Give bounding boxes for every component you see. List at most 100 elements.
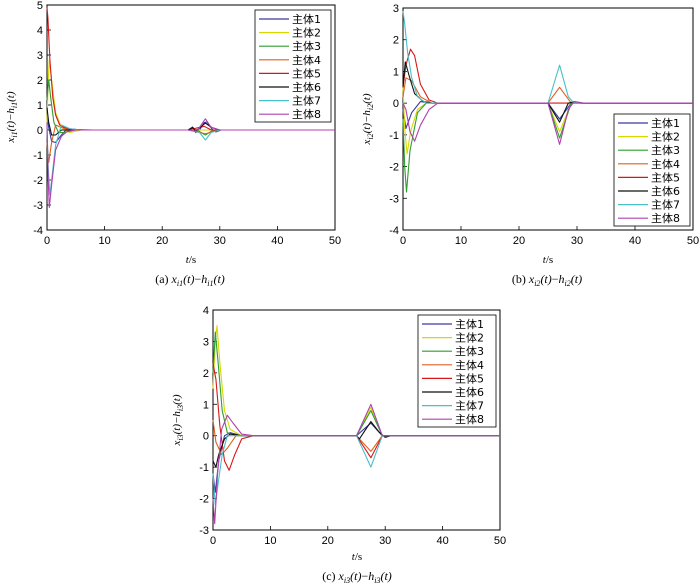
y-tick-label: 3 xyxy=(37,50,43,62)
y-tick-label: 1 xyxy=(393,66,399,78)
y-tick-label: 3 xyxy=(203,336,209,348)
y-tick-label: -4 xyxy=(33,225,43,237)
y-tick-label: -3 xyxy=(199,525,209,537)
x-tick-label: 10 xyxy=(98,235,110,247)
y-tick-label: 0 xyxy=(393,98,399,110)
y-tick-label: -3 xyxy=(33,200,43,212)
legend-label: 主体7 xyxy=(651,198,680,212)
series-line xyxy=(402,77,693,104)
y-tick-label: -1 xyxy=(33,150,43,162)
legend-label: 主体1 xyxy=(292,12,321,26)
panel-c-lines xyxy=(212,325,500,525)
x-tick-label: 10 xyxy=(264,535,276,547)
panel-c-xlabel: t/s xyxy=(352,551,362,563)
panel-a-lines xyxy=(46,7,335,209)
legend-label: 主体3 xyxy=(651,143,680,157)
x-tick-label: 50 xyxy=(329,235,341,247)
x-tick-label: 20 xyxy=(513,235,525,247)
series-line xyxy=(402,61,693,123)
panel-a-caption: (a) xi1(t)−hi1(t) xyxy=(155,272,225,288)
legend-label: 主体3 xyxy=(455,344,484,358)
y-tick-label: 2 xyxy=(393,35,399,47)
panel-b-ylabel: xi2(t)−hi2(t) xyxy=(361,93,375,145)
legend-label: 主体4 xyxy=(292,53,321,67)
panel-b: 0 10 20 30 40 50 -4 -3 -2 -1 0 1 2 3 主体1主体2主体3主体4主体5主… xyxy=(361,3,699,288)
x-tick-label: 0 xyxy=(400,235,406,247)
y-tick-label: 0 xyxy=(37,125,43,137)
y-tick-label: -3 xyxy=(389,193,399,205)
x-tick-label: 0 xyxy=(44,235,50,247)
x-tick-label: 40 xyxy=(271,235,283,247)
y-tick-label: -2 xyxy=(33,175,43,187)
series-line xyxy=(212,363,500,471)
x-tick-label: 30 xyxy=(571,235,583,247)
legend-label: 主体7 xyxy=(455,399,484,413)
legend-label: 主体6 xyxy=(651,184,680,198)
series-line xyxy=(402,48,693,104)
y-tick-label: 3 xyxy=(393,3,399,15)
series-line xyxy=(212,435,500,506)
y-tick-label: 2 xyxy=(37,75,43,87)
series-line xyxy=(46,118,335,209)
legend-label: 主体2 xyxy=(651,130,680,144)
series-line xyxy=(46,124,335,196)
legend-label: 主体4 xyxy=(455,358,484,372)
panel-c-legend-box xyxy=(417,314,497,428)
x-tick-label: 20 xyxy=(322,535,334,547)
legend-label: 主体5 xyxy=(455,371,484,385)
legend-label: 主体8 xyxy=(292,107,321,121)
legend-label: 主体4 xyxy=(651,157,680,171)
y-tick-label: -4 xyxy=(389,225,399,237)
y-tick-label: -2 xyxy=(199,494,209,506)
panel-b-legend-box xyxy=(613,113,691,227)
x-tick-label: 0 xyxy=(210,535,216,547)
panel-a-ylabel: xi1(t)−hi1(t) xyxy=(5,91,19,143)
series-line xyxy=(402,87,693,155)
legend-label: 主体2 xyxy=(455,331,484,345)
series-line xyxy=(212,325,500,437)
series-line xyxy=(46,7,335,131)
y-tick-label: -1 xyxy=(199,462,209,474)
panel-b-xlabel: t/s xyxy=(543,254,553,266)
x-tick-label: 40 xyxy=(436,535,448,547)
legend-label: 主体8 xyxy=(455,412,484,426)
series-line xyxy=(402,101,693,145)
panel-b-caption: (b) xi2(t)−hi2(t) xyxy=(512,272,582,288)
y-tick-label: 1 xyxy=(37,100,43,112)
panel-c-ylabel: xi3(t)−hi3(t) xyxy=(171,394,185,446)
legend-label: 主体6 xyxy=(292,80,321,94)
y-tick-label: 4 xyxy=(203,305,209,317)
panel-c-caption: (c) xi3(t)−hi3(t) xyxy=(322,569,392,585)
legend-label: 主体6 xyxy=(455,385,484,399)
y-tick-label: 2 xyxy=(203,368,209,380)
series-line xyxy=(402,11,693,104)
y-tick-label: -2 xyxy=(389,162,399,174)
y-tick-label: 4 xyxy=(37,25,43,37)
x-tick-label: 30 xyxy=(379,535,391,547)
legend-label: 主体3 xyxy=(292,39,321,53)
panel-a-legend-box xyxy=(254,9,332,123)
x-tick-label: 50 xyxy=(687,235,699,247)
x-tick-label: 20 xyxy=(156,235,168,247)
y-tick-label: 0 xyxy=(203,431,209,443)
y-tick-label: 5 xyxy=(37,0,43,12)
y-tick-label: 1 xyxy=(203,399,209,411)
legend-label: 主体2 xyxy=(292,26,321,40)
x-tick-label: 40 xyxy=(629,235,641,247)
series-line xyxy=(212,421,500,468)
panel-a-xlabel: t/s xyxy=(186,254,196,266)
series-line xyxy=(212,403,500,525)
x-tick-label: 10 xyxy=(455,235,467,247)
x-tick-label: 30 xyxy=(214,235,226,247)
y-tick-label: -1 xyxy=(389,130,399,142)
legend-label: 主体5 xyxy=(651,170,680,184)
legend-label: 主体1 xyxy=(455,317,484,331)
x-tick-label: 50 xyxy=(494,535,506,547)
legend-label: 主体7 xyxy=(292,94,321,108)
